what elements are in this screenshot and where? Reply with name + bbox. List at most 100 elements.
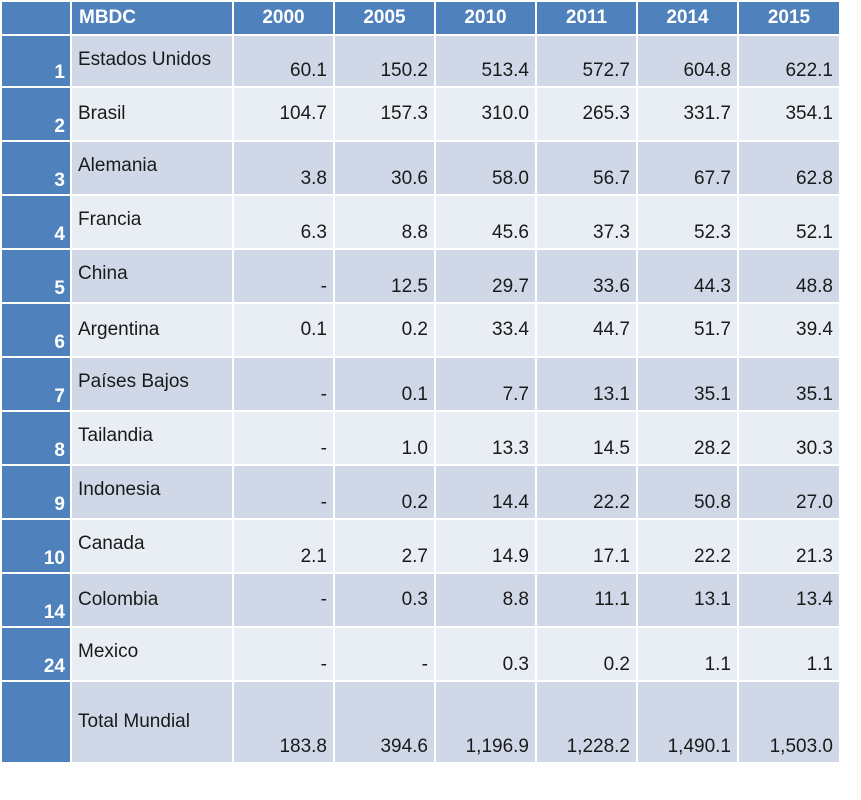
rank-cell: 9 bbox=[2, 466, 70, 518]
table-row: 24 Mexico - -0.3 0.2 1.1 1.1 bbox=[2, 628, 839, 680]
year-header: 2014 bbox=[638, 2, 737, 34]
value-cell: 3.8 bbox=[234, 142, 333, 194]
value-cell: 13.1 bbox=[638, 574, 737, 626]
rank-cell: 5 bbox=[2, 250, 70, 302]
table-row: 8 Tailandia -1.0 13.3 14.5 28.2 30.3 bbox=[2, 412, 839, 464]
value-cell: 13.4 bbox=[739, 574, 839, 626]
value-cell: 56.7 bbox=[537, 142, 636, 194]
value-cell: 52.3 bbox=[638, 196, 737, 248]
value-cell: 45.6 bbox=[436, 196, 535, 248]
rank-cell: 24 bbox=[2, 628, 70, 680]
value-cell: 51.7 bbox=[638, 304, 737, 356]
table-row: 5 China -12.5 29.7 33.6 44.3 48.8 bbox=[2, 250, 839, 302]
table-row: 2 Brasil 104.7 157.3 310.0 265.3 331.7 354.1 bbox=[2, 88, 839, 140]
value-cell: 8.8 bbox=[335, 196, 434, 248]
table-row: 10 Canada 2.1 2.7 14.9 17.1 22.2 21.3 bbox=[2, 520, 839, 572]
rank-cell: 1 bbox=[2, 36, 70, 86]
table-row: 4 Francia 6.3 8.8 45.6 37.3 52.3 52.1 bbox=[2, 196, 839, 248]
value-cell: 604.8 bbox=[638, 36, 737, 86]
value-cell: 44.3 bbox=[638, 250, 737, 302]
value-cell: 33.4 bbox=[436, 304, 535, 356]
value-cell: 7.7 bbox=[436, 358, 535, 410]
value-cell: 22.2 bbox=[537, 466, 636, 518]
value-cell: 0.2 bbox=[537, 628, 636, 680]
value-cell: - bbox=[234, 574, 333, 626]
country-name: Francia bbox=[72, 196, 232, 248]
rank-cell: 2 bbox=[2, 88, 70, 140]
value-cell: 11.1 bbox=[537, 574, 636, 626]
value-cell: 12.5 bbox=[335, 250, 434, 302]
value-cell: 0.1 bbox=[335, 358, 434, 410]
value-cell: 354.1 bbox=[739, 88, 839, 140]
year-header: 2005 bbox=[335, 2, 434, 34]
table-row: 6 Argentina 0.1 0.2 33.4 44.7 51.7 39.4 bbox=[2, 304, 839, 356]
year-header: 2015 bbox=[739, 2, 839, 34]
value-cell: 0.1 bbox=[234, 304, 333, 356]
value-cell: 35.1 bbox=[638, 358, 737, 410]
country-name: Estados Unidos bbox=[72, 36, 232, 86]
rank-cell: 10 bbox=[2, 520, 70, 572]
value-cell: 1.0 bbox=[335, 412, 434, 464]
table-body: 1 Estados Unidos 60.1 150.2 513.4 572.7 604.8 6… bbox=[2, 36, 839, 762]
value-cell: 48.8 bbox=[739, 250, 839, 302]
value-cell: 60.1 bbox=[234, 36, 333, 86]
table-row: 7 Países Bajos -0.1 7.7 13.1 35.1 35.1 bbox=[2, 358, 839, 410]
value-cell: 33.6 bbox=[537, 250, 636, 302]
year-header: 2011 bbox=[537, 2, 636, 34]
value-cell: 0.3 bbox=[335, 574, 434, 626]
value-cell: 513.4 bbox=[436, 36, 535, 86]
value-cell: - bbox=[234, 412, 333, 464]
country-name: Alemania bbox=[72, 142, 232, 194]
value-cell: 265.3 bbox=[537, 88, 636, 140]
country-name: Colombia bbox=[72, 574, 232, 626]
header-row: MBDC 2000 2005 2010 2011 2014 2015 bbox=[2, 2, 839, 34]
value-cell: 39.4 bbox=[739, 304, 839, 356]
country-name: Países Bajos bbox=[72, 358, 232, 410]
value-cell: 1,503.0 bbox=[739, 682, 839, 762]
rank-cell: 7 bbox=[2, 358, 70, 410]
value-cell: 22.2 bbox=[638, 520, 737, 572]
value-cell: 13.1 bbox=[537, 358, 636, 410]
value-cell: 150.2 bbox=[335, 36, 434, 86]
value-cell: 310.0 bbox=[436, 88, 535, 140]
value-cell: 13.3 bbox=[436, 412, 535, 464]
value-cell: - bbox=[234, 358, 333, 410]
value-cell: 183.8 bbox=[234, 682, 333, 762]
table-row: 1 Estados Unidos 60.1 150.2 513.4 572.7 604.8 6… bbox=[2, 36, 839, 86]
value-cell: 44.7 bbox=[537, 304, 636, 356]
value-cell: 8.8 bbox=[436, 574, 535, 626]
rank-cell: 8 bbox=[2, 412, 70, 464]
value-cell: 1,228.2 bbox=[537, 682, 636, 762]
value-cell: 1,490.1 bbox=[638, 682, 737, 762]
value-cell: 14.5 bbox=[537, 412, 636, 464]
value-cell: 1.1 bbox=[638, 628, 737, 680]
mbdc-header: MBDC bbox=[72, 2, 232, 34]
value-cell: 62.8 bbox=[739, 142, 839, 194]
country-name: Indonesia bbox=[72, 466, 232, 518]
value-cell: 52.1 bbox=[739, 196, 839, 248]
value-cell: 37.3 bbox=[537, 196, 636, 248]
rank-header bbox=[2, 2, 70, 34]
value-cell: - bbox=[335, 628, 434, 680]
value-cell: - bbox=[234, 628, 333, 680]
table-row: 14 Colombia -0.3 8.8 11.1 13.1 13.4 bbox=[2, 574, 839, 626]
country-name: Argentina bbox=[72, 304, 232, 356]
country-name: Mexico bbox=[72, 628, 232, 680]
value-cell: 0.3 bbox=[436, 628, 535, 680]
value-cell: 1,196.9 bbox=[436, 682, 535, 762]
year-header: 2000 bbox=[234, 2, 333, 34]
value-cell: 394.6 bbox=[335, 682, 434, 762]
year-header: 2010 bbox=[436, 2, 535, 34]
total-row: Total Mundial 183.8 394.6 1,196.9 1,228.2 1,4… bbox=[2, 682, 839, 762]
value-cell: 21.3 bbox=[739, 520, 839, 572]
value-cell: 622.1 bbox=[739, 36, 839, 86]
value-cell: 6.3 bbox=[234, 196, 333, 248]
rank-cell: 14 bbox=[2, 574, 70, 626]
value-cell: 2.1 bbox=[234, 520, 333, 572]
country-name: China bbox=[72, 250, 232, 302]
value-cell: 67.7 bbox=[638, 142, 737, 194]
value-cell: 30.6 bbox=[335, 142, 434, 194]
country-name: Tailandia bbox=[72, 412, 232, 464]
rank-cell: 3 bbox=[2, 142, 70, 194]
value-cell: 572.7 bbox=[537, 36, 636, 86]
